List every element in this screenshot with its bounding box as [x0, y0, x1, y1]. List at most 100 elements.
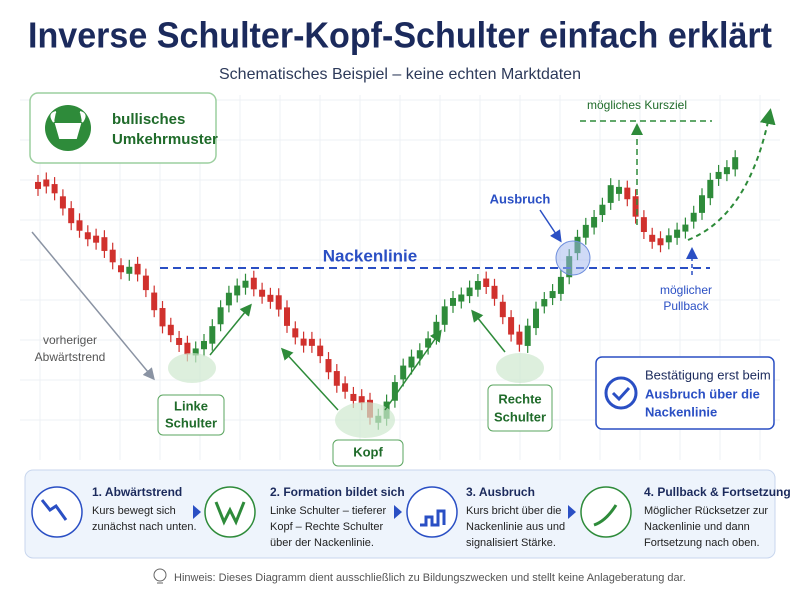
step-glyph — [420, 509, 446, 527]
candle-body — [707, 179, 714, 199]
highlight — [335, 402, 395, 438]
breakout-label: Ausbruch — [490, 191, 551, 206]
candle-body — [549, 291, 556, 299]
candle-body — [640, 217, 647, 233]
candle-body — [118, 265, 124, 273]
candle-body — [159, 308, 166, 327]
candle-body — [250, 277, 257, 290]
candle-body — [699, 195, 705, 213]
badge-text: bullisches — [112, 111, 185, 128]
candle-body — [408, 356, 415, 368]
candle-body — [649, 234, 656, 242]
candle-body — [267, 294, 274, 302]
trend-arrow — [31, 231, 155, 381]
candle-body — [342, 383, 349, 392]
candle-body — [582, 224, 589, 238]
candle-body — [466, 287, 473, 297]
step-text: Möglicher Rücksetzer zur — [644, 505, 768, 517]
step-title: 1. Abwärtstrend — [92, 485, 182, 499]
candle-body — [723, 167, 730, 175]
step-arrow — [394, 505, 402, 519]
label-box — [332, 439, 404, 467]
candle-body — [217, 307, 224, 325]
step-title: 3. Ausbruch — [466, 485, 535, 499]
candle-body — [192, 348, 199, 356]
candle-body — [474, 281, 481, 290]
candle-body — [101, 237, 108, 251]
candle-body — [167, 324, 174, 336]
footer-note: Hinweis: Dieses Diagramm dient ausschlie… — [174, 572, 686, 584]
left-shoulder-label: Schulter — [165, 415, 217, 430]
candle-body — [690, 212, 697, 222]
candle-body — [126, 266, 133, 274]
breakout-highlight — [555, 240, 591, 276]
candle-body — [425, 338, 432, 348]
steps-panel — [24, 469, 776, 559]
confirmation-text: Nackenlinie — [645, 404, 717, 419]
confirmation-box — [595, 356, 775, 430]
step-icon — [406, 486, 458, 538]
step-text: Fortsetzung nach oben. — [644, 537, 760, 549]
candle-body — [524, 325, 531, 346]
step-text: über der Nackenlinie. — [270, 537, 374, 549]
step-text: Kurs bricht über die — [466, 505, 561, 517]
step-title: 4. Pullback & Fortsetzung — [644, 485, 791, 499]
candle-body — [599, 204, 606, 216]
bulb-icon — [153, 568, 167, 582]
candle-body — [416, 350, 423, 359]
candle-body — [134, 263, 141, 275]
arrow — [539, 209, 562, 243]
candle-body — [616, 186, 622, 194]
candle-body — [317, 345, 324, 357]
trend-label: Abwärtstrend — [35, 350, 106, 364]
confirmation-text: Ausbruch über die — [645, 386, 760, 401]
candle-body — [68, 208, 75, 224]
candle-body — [242, 280, 249, 288]
candle-body — [624, 187, 631, 200]
step-arrow — [568, 505, 576, 519]
step-text: signalisiert Stärke. — [466, 537, 556, 549]
candle-body — [201, 340, 207, 350]
left-shoulder-label: Linke — [174, 398, 208, 413]
candle-body — [441, 306, 448, 325]
step-glyph — [593, 504, 618, 527]
candle-body — [557, 276, 564, 294]
candle-body — [142, 275, 149, 291]
candle-body — [84, 232, 91, 240]
candle-body — [665, 235, 672, 243]
steps: 1. Abwärtstrend Kurs bewegt sich zunächst … — [31, 485, 791, 549]
check-icon — [604, 376, 638, 410]
candle-body — [51, 184, 58, 194]
candle-body — [508, 317, 515, 335]
bull-icon-shape — [50, 111, 86, 139]
step-text: Nackenlinie und dann — [644, 521, 750, 533]
candle-body — [732, 157, 739, 170]
candle-body — [607, 185, 614, 203]
candle-body — [109, 249, 116, 263]
head-label: Kopf — [353, 444, 383, 459]
candle-body — [225, 292, 232, 306]
candle-body — [674, 229, 681, 238]
candle-body — [591, 216, 598, 228]
candle-body — [59, 196, 66, 209]
candle-body — [358, 396, 365, 404]
step-text: Linke Schulter – tieferer — [270, 505, 387, 517]
pullback-label: Pullback — [663, 299, 709, 313]
candle-body — [325, 359, 332, 373]
step-title: 2. Formation bildet sich — [270, 485, 405, 499]
badge-text: Umkehrmuster — [112, 131, 218, 148]
candle-body — [391, 382, 398, 401]
title: Inverse Schulter-Kopf-Schulter einfach e… — [28, 15, 772, 56]
candle-body — [499, 301, 506, 318]
candle-body — [533, 308, 539, 329]
candle-body — [682, 224, 689, 232]
highlight — [496, 353, 544, 383]
candle-body — [93, 235, 100, 243]
candle-body — [350, 393, 357, 401]
candle-body — [275, 295, 282, 310]
candle-body — [715, 171, 722, 179]
candle-body — [333, 371, 340, 386]
candle-body — [43, 179, 50, 187]
check-mark — [611, 386, 631, 402]
